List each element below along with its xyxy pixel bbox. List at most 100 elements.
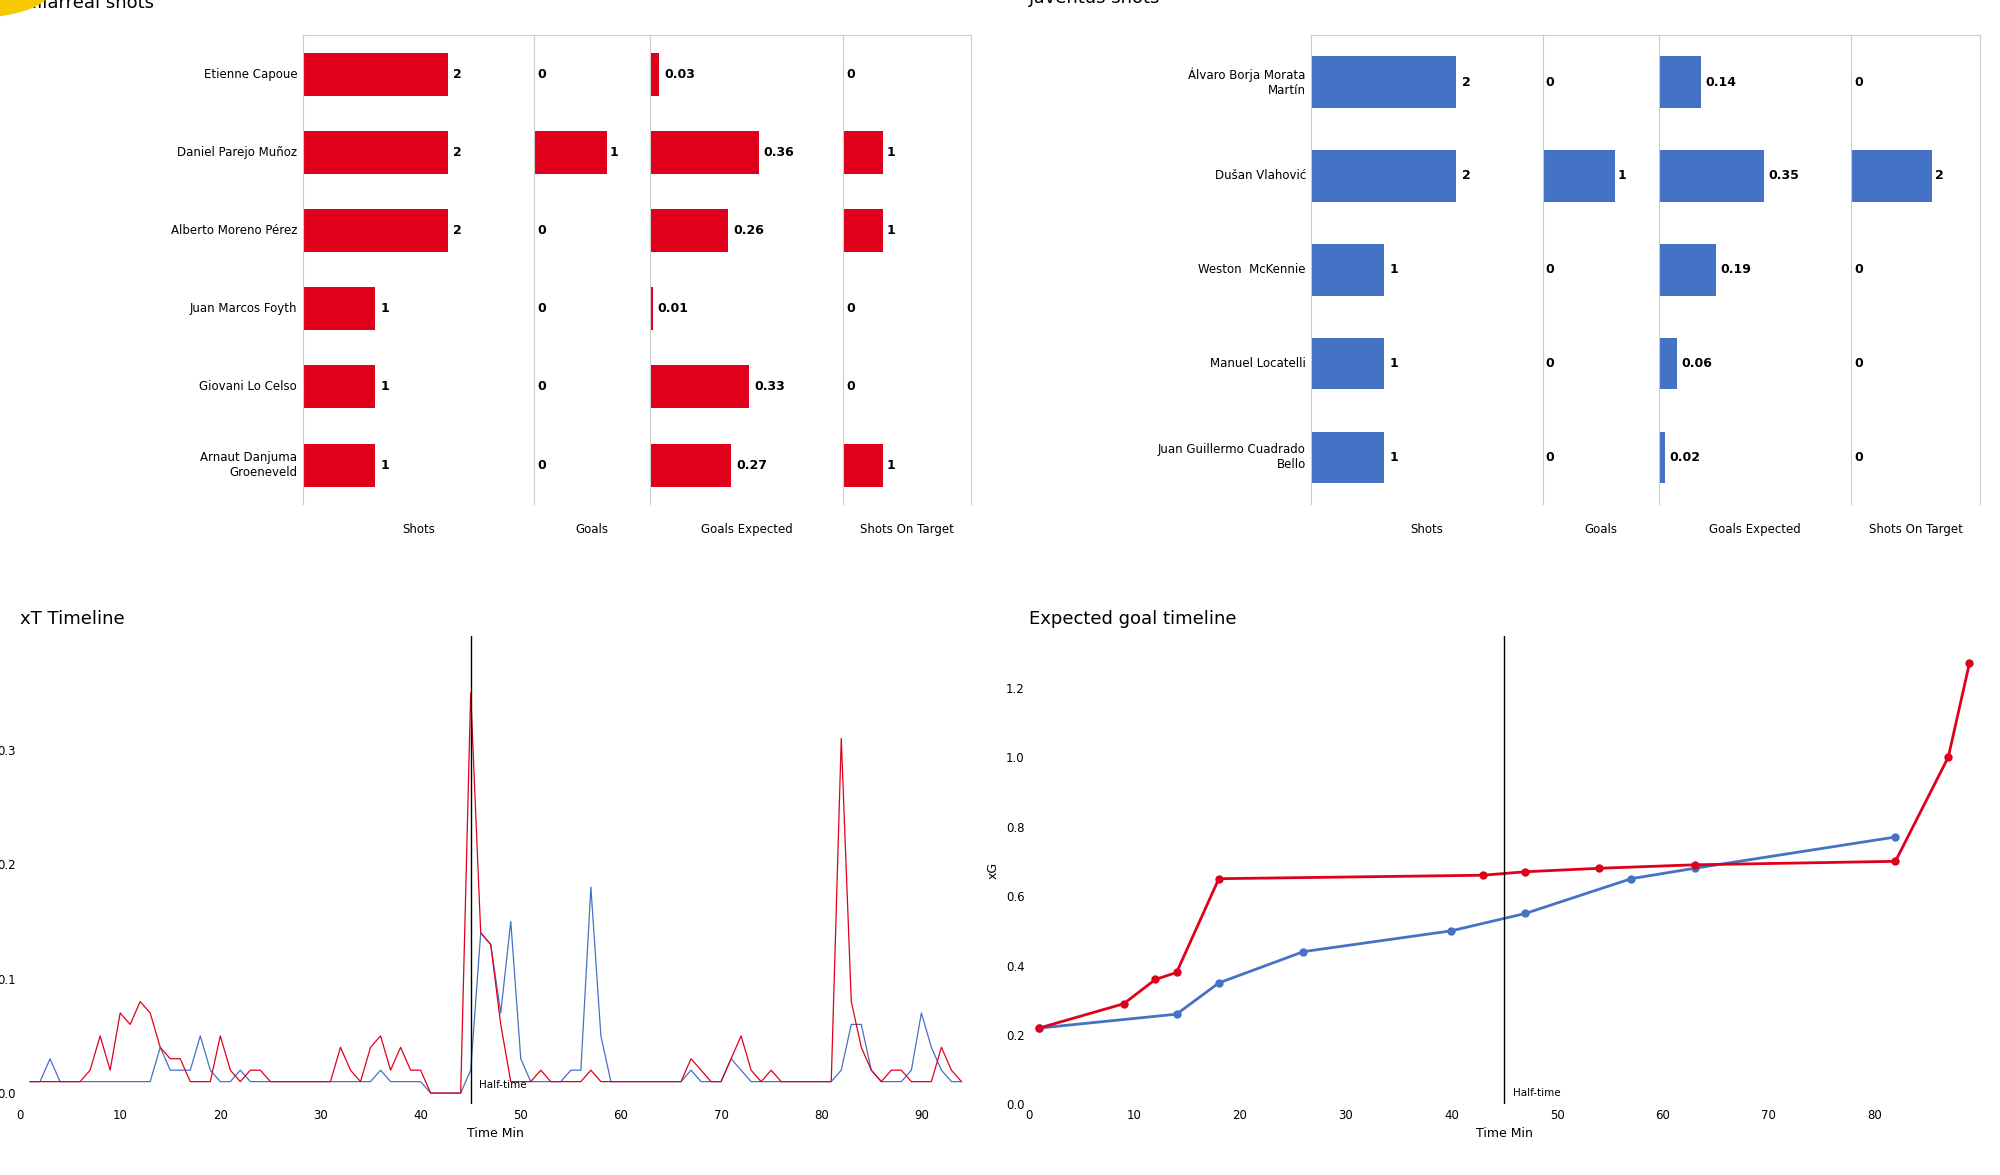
Text: Shots On Target: Shots On Target xyxy=(860,523,954,536)
Text: Shots On Target: Shots On Target xyxy=(1868,523,1962,536)
Text: 0: 0 xyxy=(1546,357,1554,370)
Text: 0.01: 0.01 xyxy=(658,302,688,315)
Text: 0.33: 0.33 xyxy=(754,381,786,394)
Text: 1: 1 xyxy=(886,146,896,159)
Text: 0: 0 xyxy=(538,68,546,81)
Text: 0.26: 0.26 xyxy=(734,224,764,237)
Text: 0.03: 0.03 xyxy=(664,68,694,81)
Text: 0.27: 0.27 xyxy=(736,458,768,471)
Text: Shots: Shots xyxy=(402,523,436,536)
Bar xyxy=(302,209,448,253)
Bar xyxy=(1658,244,1716,296)
Text: 1: 1 xyxy=(1390,451,1398,464)
Text: 1: 1 xyxy=(886,458,896,471)
Text: 0: 0 xyxy=(846,302,854,315)
Text: 0: 0 xyxy=(1546,451,1554,464)
Bar xyxy=(1542,150,1616,202)
Text: Goals: Goals xyxy=(576,523,608,536)
Text: 0: 0 xyxy=(846,68,854,81)
Text: Juan Guillermo Cuadrado
Bello: Juan Guillermo Cuadrado Bello xyxy=(1158,443,1306,471)
Text: 1: 1 xyxy=(1618,169,1626,182)
Text: 0.02: 0.02 xyxy=(1670,451,1700,464)
Text: 0.36: 0.36 xyxy=(764,146,794,159)
Bar xyxy=(1312,150,1456,202)
Text: 2: 2 xyxy=(454,146,462,159)
Text: 2: 2 xyxy=(1934,169,1944,182)
Text: 1: 1 xyxy=(1390,357,1398,370)
Text: Goals Expected: Goals Expected xyxy=(1710,523,1800,536)
Text: xT Timeline: xT Timeline xyxy=(20,611,124,629)
Bar xyxy=(1658,337,1676,389)
Text: Weston  McKennie: Weston McKennie xyxy=(1198,263,1306,276)
Text: Expected goal timeline: Expected goal timeline xyxy=(1028,611,1236,629)
Text: 0: 0 xyxy=(538,302,546,315)
Text: Etienne Capoue: Etienne Capoue xyxy=(204,68,298,81)
Text: Villarreal shots: Villarreal shots xyxy=(20,0,154,12)
Text: Goals: Goals xyxy=(1584,523,1618,536)
Bar xyxy=(1312,337,1384,389)
Bar xyxy=(1658,56,1700,108)
Bar xyxy=(1312,244,1384,296)
Text: 0.19: 0.19 xyxy=(1720,263,1752,276)
Text: 0: 0 xyxy=(1854,357,1864,370)
Text: 0.06: 0.06 xyxy=(1682,357,1712,370)
X-axis label: Time Min: Time Min xyxy=(468,1127,524,1140)
Bar xyxy=(842,130,884,174)
Text: Half-time: Half-time xyxy=(478,1080,526,1089)
Bar xyxy=(650,209,728,253)
Bar xyxy=(1312,56,1456,108)
Text: 0.14: 0.14 xyxy=(1706,75,1736,88)
Text: 0: 0 xyxy=(1546,75,1554,88)
Text: Giovani Lo Celso: Giovani Lo Celso xyxy=(200,381,298,394)
Bar xyxy=(650,288,654,330)
Text: 1: 1 xyxy=(1390,263,1398,276)
Text: 0.35: 0.35 xyxy=(1768,169,1800,182)
Bar xyxy=(302,444,376,486)
Text: Shots: Shots xyxy=(1410,523,1444,536)
Text: 1: 1 xyxy=(380,381,390,394)
Text: 2: 2 xyxy=(1462,169,1470,182)
Text: 0: 0 xyxy=(538,458,546,471)
Bar xyxy=(302,365,376,409)
Text: Goals Expected: Goals Expected xyxy=(700,523,792,536)
Text: Daniel Parejo Muñoz: Daniel Parejo Muñoz xyxy=(178,146,298,159)
Text: Álvaro Borja Morata
Martín: Álvaro Borja Morata Martín xyxy=(1188,67,1306,96)
Text: 0: 0 xyxy=(1854,451,1864,464)
Text: 2: 2 xyxy=(454,224,462,237)
Bar xyxy=(302,130,448,174)
Bar xyxy=(650,365,750,409)
Text: 0: 0 xyxy=(1546,263,1554,276)
Bar xyxy=(302,53,448,96)
Bar xyxy=(1658,150,1764,202)
Text: Half-time: Half-time xyxy=(1512,1088,1560,1097)
Text: 0: 0 xyxy=(538,381,546,394)
Bar xyxy=(1312,431,1384,483)
Text: 2: 2 xyxy=(454,68,462,81)
Text: Alberto Moreno Pérez: Alberto Moreno Pérez xyxy=(170,224,298,237)
Text: 1: 1 xyxy=(610,146,618,159)
Circle shape xyxy=(0,0,48,20)
Text: 2: 2 xyxy=(1462,75,1470,88)
Y-axis label: xG: xG xyxy=(988,861,1000,879)
Text: 1: 1 xyxy=(380,302,390,315)
Bar xyxy=(1658,431,1664,483)
Text: 1: 1 xyxy=(380,458,390,471)
Bar xyxy=(650,53,660,96)
Text: Juventus shots: Juventus shots xyxy=(1028,0,1160,7)
Bar xyxy=(842,444,884,486)
Text: 0: 0 xyxy=(1854,75,1864,88)
Text: 0: 0 xyxy=(1854,263,1864,276)
Text: Dušan Vlahović: Dušan Vlahović xyxy=(1214,169,1306,182)
Text: 0: 0 xyxy=(538,224,546,237)
Bar xyxy=(650,130,758,174)
Text: Juan Marcos Foyth: Juan Marcos Foyth xyxy=(190,302,298,315)
Bar xyxy=(534,130,606,174)
Text: Arnaut Danjuma
Groeneveld: Arnaut Danjuma Groeneveld xyxy=(200,451,298,479)
Bar xyxy=(650,444,732,486)
X-axis label: Time Min: Time Min xyxy=(1476,1127,1532,1140)
Text: 0: 0 xyxy=(846,381,854,394)
Text: 1: 1 xyxy=(886,224,896,237)
Bar xyxy=(842,209,884,253)
Bar xyxy=(302,288,376,330)
Bar xyxy=(1852,150,1932,202)
